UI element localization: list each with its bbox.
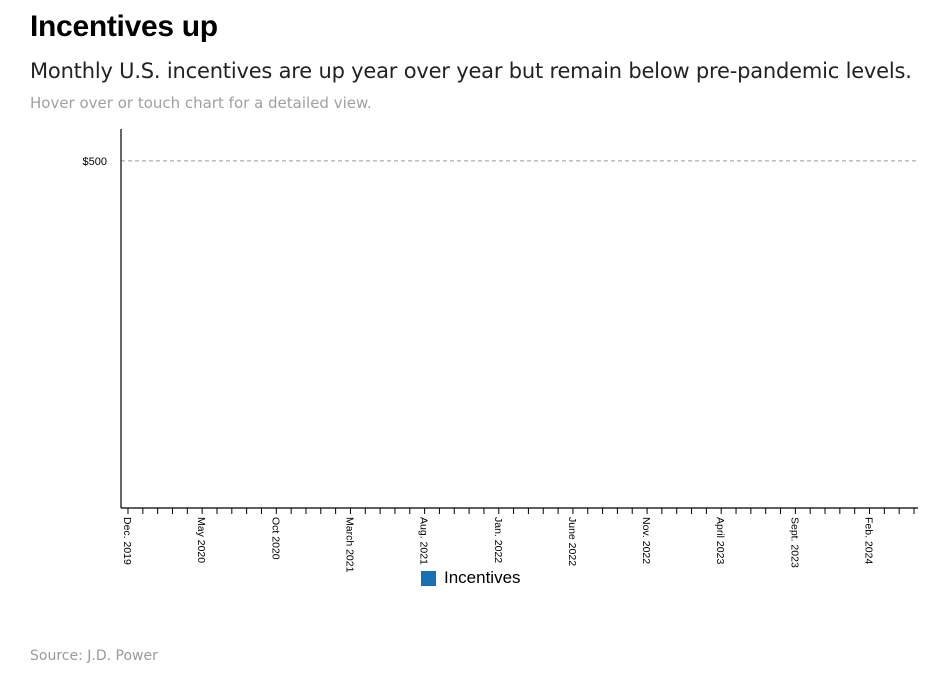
legend: Incentives: [421, 568, 521, 588]
x-axis: Dec. 2019 May 2020 Oct 2020 March 2021 Aug. …: [121, 507, 918, 573]
legend-swatch-incentives: [421, 570, 436, 586]
x-tick-label: April 2023: [714, 517, 726, 564]
chart-title: Incentives up: [30, 10, 218, 43]
x-tick-label: Aug. 2021: [418, 517, 430, 565]
gridlines: [121, 160, 918, 162]
x-tick-label: Sept. 2023: [788, 517, 800, 568]
x-tick-label: Nov. 2022: [640, 517, 652, 564]
x-tick-label: Dec. 2019: [121, 517, 133, 565]
x-tick-label: Oct 2020: [269, 517, 281, 560]
chart-subtitle: Monthly U.S. incentives are up year over…: [30, 59, 912, 83]
x-tick-label: Jan. 2022: [492, 517, 504, 563]
x-tick-label: June 2022: [566, 517, 578, 566]
x-tick-label: Feb. 2024: [863, 517, 875, 564]
y-axis: $500$1,000$1,500$2,000$2,500$3,000$3,500…: [83, 129, 122, 508]
legend-label-incentives: Incentives: [444, 568, 521, 587]
source-note: Source: J.D. Power: [30, 648, 158, 664]
x-tick-label: March 2021: [343, 517, 355, 573]
y-tick-label: $500: [83, 156, 107, 168]
x-tick-label: May 2020: [195, 517, 207, 563]
interaction-hint: Hover over or touch chart for a detailed…: [30, 94, 372, 112]
